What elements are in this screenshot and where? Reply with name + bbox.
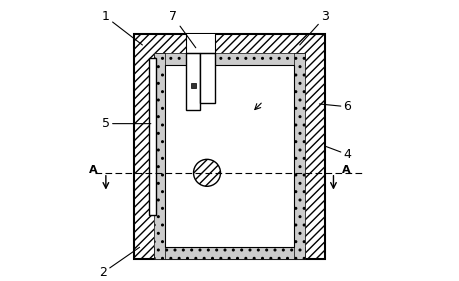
Text: 7: 7 [169, 10, 196, 48]
Text: A: A [342, 165, 351, 175]
Text: 3: 3 [300, 10, 329, 45]
Text: 6: 6 [319, 100, 352, 113]
Bar [150, 58, 157, 215]
Bar [154, 247, 305, 259]
Text: A: A [89, 165, 97, 175]
Bar [186, 34, 215, 53]
Bar [294, 53, 305, 259]
Bar [165, 65, 294, 247]
Bar [200, 53, 215, 103]
Circle shape [194, 159, 220, 186]
Bar [154, 53, 305, 259]
Bar [134, 34, 325, 259]
Text: 1: 1 [102, 10, 142, 45]
Text: 4: 4 [325, 146, 352, 161]
Bar [191, 83, 196, 88]
Bar [154, 53, 305, 65]
Bar [186, 53, 200, 110]
Bar [154, 53, 165, 259]
Text: 2: 2 [99, 247, 140, 279]
Text: 5: 5 [102, 117, 151, 130]
